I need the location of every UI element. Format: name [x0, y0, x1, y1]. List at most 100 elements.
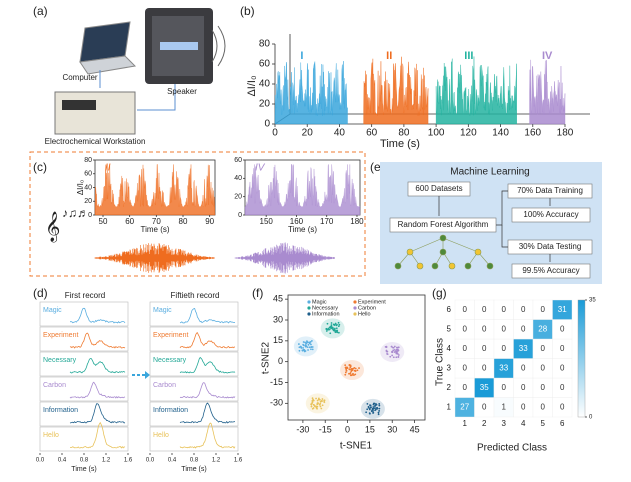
point — [390, 345, 393, 348]
audio-waveform — [234, 242, 335, 274]
panel-label: (a) — [33, 4, 48, 18]
point — [307, 349, 309, 351]
box-label: 30% Data Testing — [519, 242, 582, 251]
y-tick-label: 20 — [84, 198, 92, 205]
point — [316, 399, 319, 402]
point — [348, 368, 351, 371]
point — [312, 399, 315, 402]
point — [325, 330, 328, 332]
arrow-head — [145, 371, 150, 379]
column-title: First record — [65, 291, 105, 300]
box-label: 99.5% Accuracy — [522, 266, 579, 275]
x-tick-label: 30 — [387, 424, 397, 434]
record-box — [39, 326, 129, 352]
point — [344, 364, 347, 367]
point — [393, 351, 396, 353]
x-tick-label: -30 — [296, 424, 309, 434]
point — [369, 404, 371, 407]
x-tick-label: 140 — [492, 128, 509, 139]
box-label: 600 Datasets — [415, 184, 462, 193]
point — [316, 403, 319, 406]
cell-label: 0 — [502, 344, 507, 353]
point — [331, 326, 334, 329]
point — [350, 374, 353, 377]
x-axis-label: Time (s) — [181, 466, 206, 473]
cell-label: 0 — [463, 363, 468, 372]
cell-label: 0 — [521, 324, 526, 333]
cell-label: 0 — [463, 344, 468, 353]
word-label: Magic — [43, 307, 62, 314]
cell-label: 0 — [502, 305, 507, 314]
point — [335, 327, 338, 330]
panel-label: (d) — [33, 286, 48, 300]
point — [323, 399, 326, 402]
signal — [435, 56, 517, 125]
cell-label: 0 — [463, 324, 468, 333]
point — [337, 325, 340, 328]
x-tick-label: 6 — [560, 419, 565, 428]
y-tick-label: 2 — [447, 383, 452, 392]
point — [333, 327, 336, 330]
y-tick-label: 0 — [88, 212, 92, 219]
point — [366, 408, 369, 411]
legend-marker — [353, 312, 357, 316]
point — [307, 343, 310, 346]
point — [328, 326, 331, 329]
point — [372, 406, 375, 408]
cell-label: 0 — [463, 305, 468, 314]
point — [344, 373, 347, 376]
cell-label: 0 — [541, 305, 546, 314]
point — [338, 323, 341, 326]
x-axis-label: Time (s) — [380, 138, 420, 150]
plot-name: IV — [255, 163, 266, 174]
audio-waveform — [94, 243, 215, 273]
x-axis-label: Time (s) — [288, 225, 317, 234]
y-tick-label: 60 — [84, 171, 92, 178]
label: Electrochemical Workstation — [45, 137, 146, 146]
y-tick-label: 3 — [447, 363, 452, 372]
legend-marker — [307, 312, 311, 316]
x-tick-label: 45 — [410, 424, 420, 434]
box-label: Random Forest Algorithm — [398, 220, 489, 229]
x-tick-label: 50 — [99, 217, 108, 226]
point — [350, 370, 353, 373]
point — [317, 398, 320, 401]
x-tick-label: 160 — [290, 217, 304, 226]
point — [311, 401, 314, 404]
x-tick-label: 1.2 — [102, 458, 111, 464]
point — [352, 367, 354, 370]
cell-label: 0 — [560, 324, 565, 333]
point — [320, 407, 323, 410]
x-tick-label: 170 — [320, 217, 334, 226]
word-label: Magic — [153, 307, 172, 314]
point — [378, 407, 381, 410]
word-label: Carbon — [43, 382, 66, 389]
record-trace — [70, 307, 126, 324]
point — [368, 412, 371, 415]
x-tick-label: 40 — [334, 128, 346, 139]
record-trace — [69, 381, 126, 399]
cell-label: 0 — [482, 305, 487, 314]
y-tick-label: 20 — [234, 194, 242, 201]
point — [312, 403, 315, 406]
point — [348, 364, 351, 367]
x-tick-label: 1.6 — [234, 458, 243, 464]
point — [302, 343, 305, 346]
y-axis-label: ΔI/I₀ — [76, 180, 85, 195]
x-tick-label: 3 — [502, 419, 507, 428]
point — [299, 345, 302, 348]
panel-label: (f) — [252, 286, 263, 300]
signal — [94, 164, 216, 216]
point — [328, 328, 331, 331]
point — [374, 409, 377, 412]
column-title: Fiftieth record — [171, 291, 220, 300]
point — [312, 407, 315, 409]
point — [395, 348, 398, 351]
word-label: Experiment — [153, 332, 188, 339]
point — [330, 327, 333, 330]
cell-label: 0 — [502, 324, 507, 333]
point — [306, 346, 309, 349]
y-tick-label: -30 — [270, 398, 283, 408]
point — [311, 346, 314, 348]
point — [385, 346, 388, 349]
